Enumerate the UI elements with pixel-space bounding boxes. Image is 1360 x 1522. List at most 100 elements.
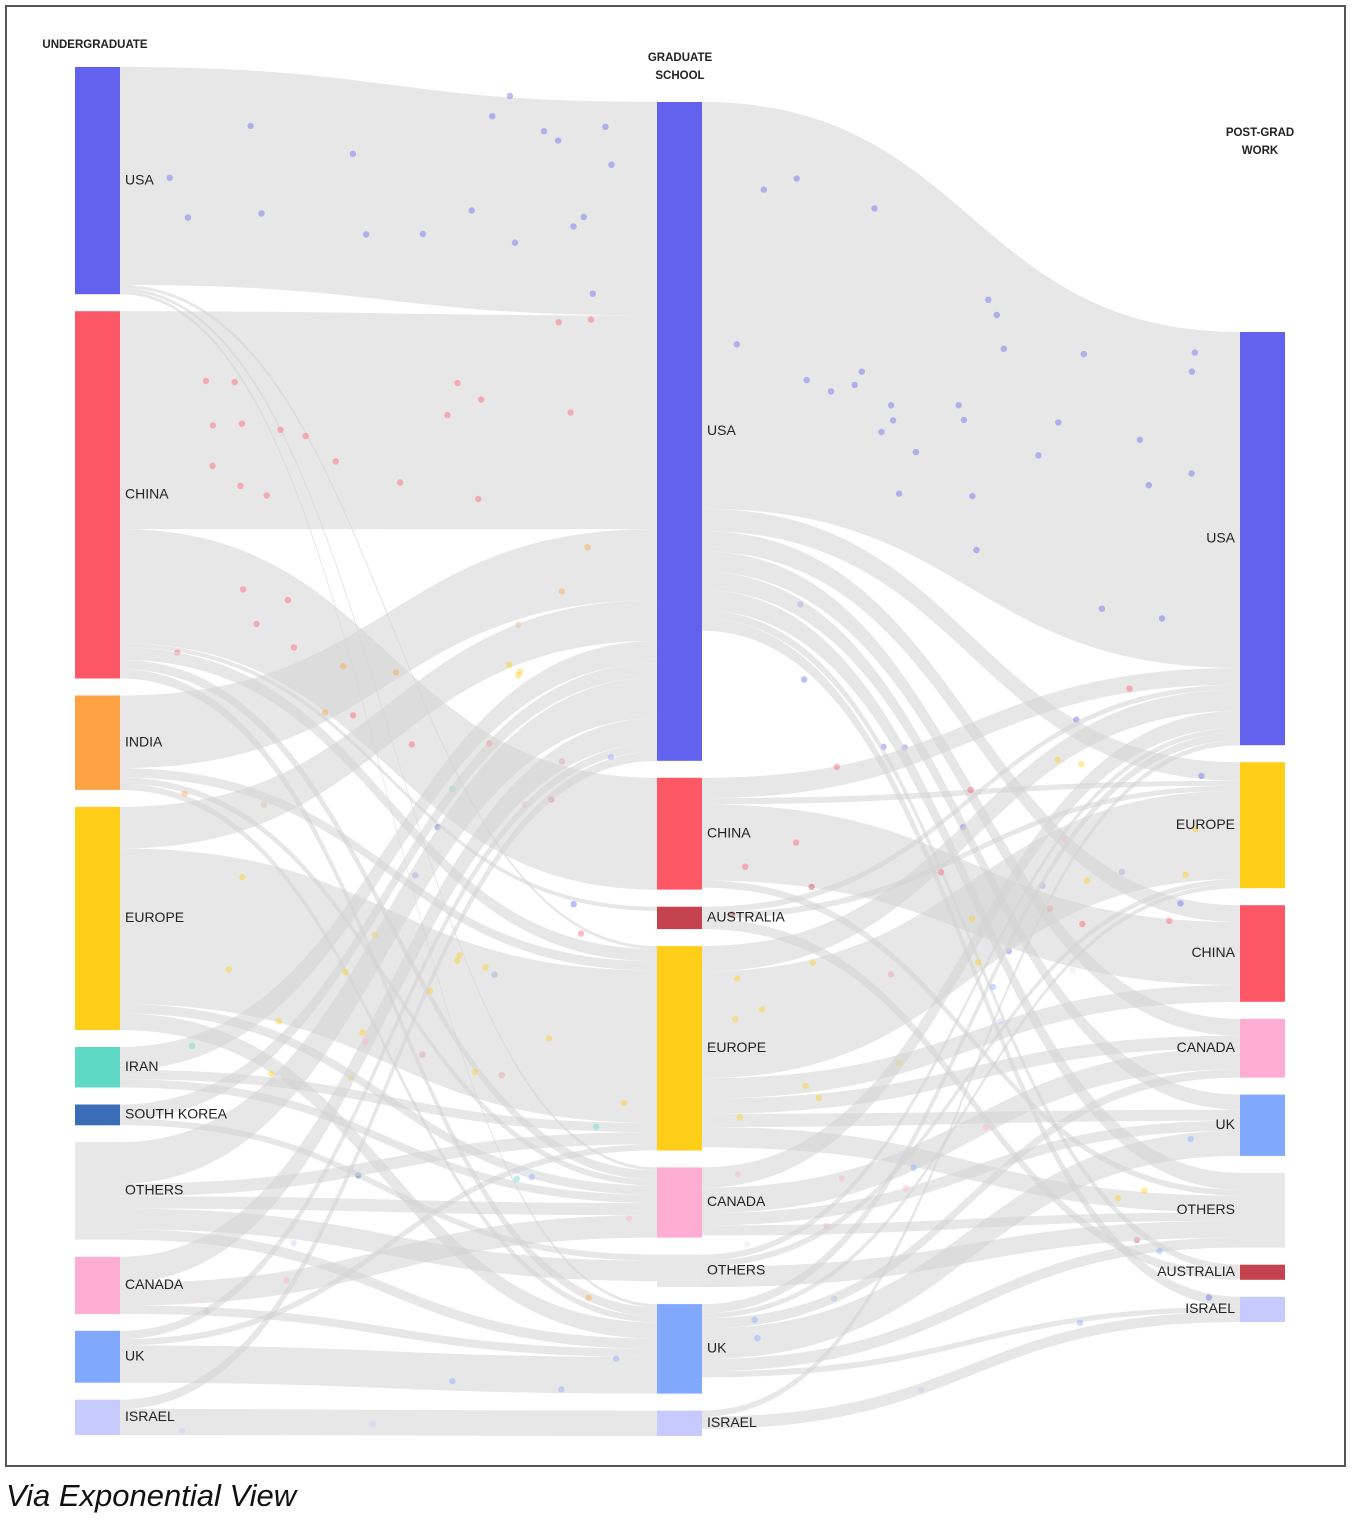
flow-particle	[263, 492, 270, 499]
node-label-w-europe: EUROPE	[1176, 816, 1235, 832]
flow-particle	[982, 1124, 989, 1131]
node-label-u-india: INDIA	[125, 733, 163, 749]
node-label-w-canada: CANADA	[1177, 1039, 1236, 1055]
flow-particle	[555, 319, 562, 326]
flow-particle	[889, 417, 897, 424]
flow-particle	[408, 741, 415, 748]
flow-particle	[258, 210, 265, 217]
flow-particle	[833, 763, 840, 771]
flow-particle	[1055, 419, 1062, 426]
flow-link-g-israel-to-w-israel	[702, 1311, 1240, 1429]
flow-particle	[419, 230, 427, 238]
flow-particle	[485, 800, 492, 808]
flow-particle	[912, 448, 920, 456]
flow-link-u-china-to-g-europe	[120, 647, 657, 962]
flow-particle	[449, 1377, 456, 1385]
flow-particle	[871, 205, 878, 212]
flow-link-g-uk-to-w-uk	[702, 1130, 1240, 1360]
flow-link-u-israel-to-g-israel	[120, 1409, 657, 1436]
flow-particle	[290, 644, 298, 651]
flow-link-u-canada-to-g-uk	[120, 1305, 657, 1357]
flow-particle	[1205, 1294, 1213, 1301]
flow-particle	[910, 1164, 917, 1171]
flow-particle	[521, 1253, 528, 1260]
flow-particle	[302, 432, 309, 440]
node-u-china	[75, 311, 120, 679]
flow-particle	[239, 873, 246, 881]
flow-particle	[808, 883, 815, 891]
flow-particle	[570, 223, 577, 230]
node-u-israel	[75, 1399, 120, 1435]
node-w-canada	[1240, 1018, 1285, 1078]
flow-particle	[392, 669, 400, 676]
column-title-graduate-school: GRADUATE SCHOOL	[647, 52, 713, 82]
flow-particle	[1136, 436, 1144, 443]
node-u-iran	[75, 1047, 120, 1088]
flow-particle	[759, 1006, 766, 1013]
flow-particle	[511, 239, 519, 246]
flow-link-g-uk-to-w-israel	[702, 1306, 1240, 1378]
node-u-india	[75, 695, 120, 790]
flow-link-u-israel-to-g-usa	[120, 751, 657, 1410]
flow-particle	[902, 1185, 910, 1192]
node-g-israel	[657, 1410, 702, 1436]
flow-particle	[166, 174, 173, 181]
link-layer	[120, 67, 1240, 1436]
flow-particle	[349, 712, 357, 719]
flow-particle	[917, 1386, 925, 1394]
flow-particle	[1000, 345, 1007, 352]
flow-particle	[600, 1204, 607, 1211]
flow-particle	[608, 161, 615, 168]
flow-link-u-uk-to-g-europe	[120, 1144, 657, 1346]
node-g-usa	[657, 102, 702, 761]
flow-link-g-uk-to-w-usa	[702, 732, 1240, 1314]
node-label-g-israel: ISRAEL	[707, 1414, 757, 1430]
node-label-u-usa: USA	[125, 171, 154, 187]
node-label-g-others: OTHERS	[707, 1262, 765, 1278]
column-title-undergraduate: UNDERGRADUATE	[42, 39, 148, 51]
flow-particle	[275, 1018, 283, 1025]
flow-particle	[1148, 1235, 1156, 1242]
flow-link-u-others-to-g-uk	[120, 1229, 657, 1349]
flow-particle	[1076, 1319, 1084, 1326]
flow-particle	[516, 668, 524, 675]
flow-particle	[1166, 917, 1173, 924]
flow-particle	[809, 959, 816, 966]
sankey-diagram: USA CHINA INDIA EUROPE IRAN SOUTH KOREA OTHERS…	[75, 67, 1285, 1436]
flow-particle	[620, 1100, 628, 1107]
flow-particle	[878, 428, 885, 436]
flow-particle	[202, 377, 210, 385]
node-g-others	[657, 1254, 702, 1288]
flow-particle	[238, 420, 246, 427]
flow-particle	[1187, 1135, 1194, 1143]
flow-link-g-europe-to-w-europe	[702, 790, 1240, 1079]
flow-particle	[277, 426, 284, 433]
node-u-others	[75, 1142, 120, 1240]
node-label-w-uk: UK	[1216, 1116, 1236, 1132]
flow-link-u-canada-to-g-canada	[120, 1215, 657, 1306]
flow-particle	[1114, 1195, 1122, 1202]
node-label-u-iran: IRAN	[125, 1058, 158, 1074]
node-g-europe	[657, 946, 702, 1151]
flow-link-u-uk-to-g-usa	[120, 743, 657, 1340]
node-label-g-usa: USA	[707, 422, 736, 438]
flow-particle	[225, 966, 232, 973]
flow-particle	[284, 596, 292, 604]
flow-link-g-europe-to-w-usa	[702, 689, 1240, 972]
flow-particle	[734, 975, 741, 982]
flow-particle	[362, 1038, 369, 1046]
flow-particle	[567, 409, 574, 416]
flow-particle	[478, 396, 485, 403]
flow-particle	[454, 379, 461, 387]
flow-particle	[1191, 349, 1199, 356]
flow-particle	[858, 368, 865, 375]
flow-link-u-uk-to-g-uk	[120, 1345, 657, 1394]
flow-particle	[196, 1184, 203, 1192]
flow-particle	[1192, 825, 1199, 833]
flow-particle	[751, 1316, 758, 1324]
flow-particle	[760, 186, 767, 193]
flow-particle	[973, 546, 980, 554]
flow-particle	[468, 207, 475, 214]
flow-link-g-others-to-w-usa	[702, 727, 1240, 1261]
flow-particle	[733, 341, 741, 348]
